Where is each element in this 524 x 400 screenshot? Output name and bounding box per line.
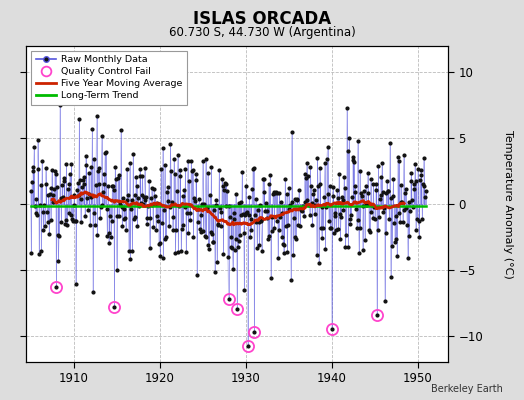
Text: Berkeley Earth: Berkeley Earth: [431, 384, 503, 394]
Text: ISLAS ORCADA: ISLAS ORCADA: [193, 10, 331, 28]
Text: 60.730 S, 44.730 W (Argentina): 60.730 S, 44.730 W (Argentina): [169, 26, 355, 39]
Legend: Raw Monthly Data, Quality Control Fail, Five Year Moving Average, Long-Term Tren: Raw Monthly Data, Quality Control Fail, …: [31, 51, 187, 105]
Y-axis label: Temperature Anomaly (°C): Temperature Anomaly (°C): [503, 130, 512, 278]
